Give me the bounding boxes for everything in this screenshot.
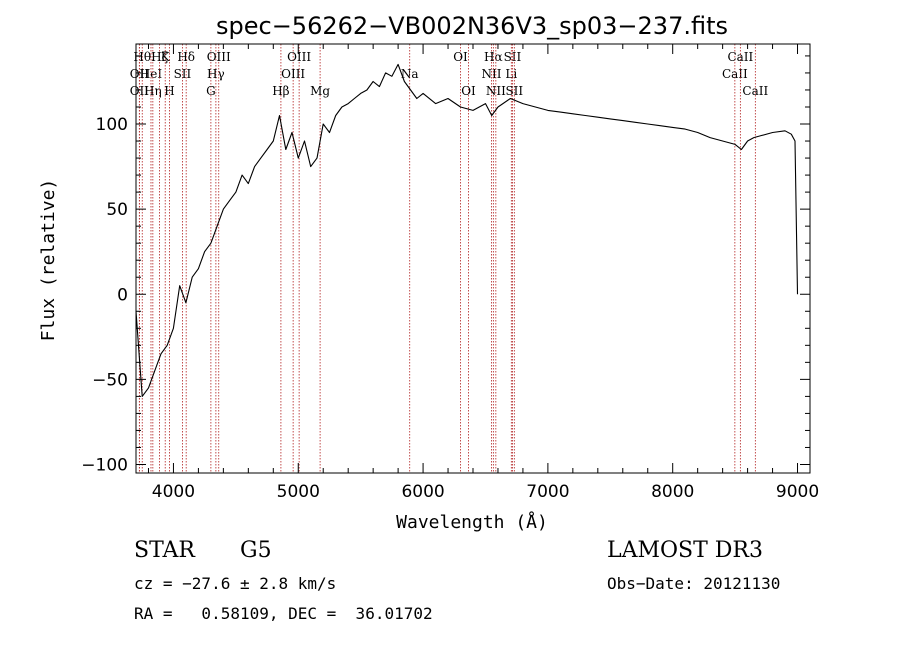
spectral-line-label: Hη <box>144 84 162 98</box>
axis-ticks: 4000 5000 6000 7000 8000 9000 −100 −50 0 50 100 <box>81 44 819 502</box>
spectral-line-label: Hβ <box>272 84 289 98</box>
spectral-line-label: H <box>164 84 174 98</box>
spectral-line-label: OIII <box>207 50 231 64</box>
x-tick-label: 9000 <box>776 482 819 502</box>
spectral-line-label: CaII <box>727 50 753 64</box>
spectral-line-label: OIII <box>287 50 311 64</box>
spectral-line-label: NII <box>481 67 501 81</box>
spectral-line-label: OI <box>461 84 476 98</box>
series-layer <box>135 63 799 397</box>
x-tick-label: 6000 <box>401 482 444 502</box>
x-tick-label: 7000 <box>526 482 569 502</box>
spectral-line-label: Hα <box>484 50 503 64</box>
spectral-line-label: SII <box>505 84 523 98</box>
spectral-line-label: G <box>206 84 216 98</box>
coordinates-line: RA = 0.58109, DEC = 36.01702 <box>134 604 433 623</box>
spectral-line-label: NII <box>486 84 506 98</box>
spectral-line-label: Hθ <box>133 50 151 64</box>
x-tick-label: 5000 <box>277 482 320 502</box>
spectral-line-label: CaII <box>722 67 748 81</box>
spectral-line-label: OIII <box>281 67 305 81</box>
plot-frame <box>135 43 811 474</box>
y-tick-label: 0 <box>117 285 128 305</box>
spectral-line-label: Li <box>505 67 517 81</box>
y-tick-label: 100 <box>96 115 128 135</box>
x-axis-label: Wavelength (Å) <box>396 511 548 533</box>
survey-name: LAMOST DR3 <box>607 538 763 563</box>
y-axis-label: Flux (relative) <box>38 179 59 342</box>
series-line-flux <box>135 63 799 397</box>
spectral-line-label: CaII <box>742 84 768 98</box>
y-tick-label: 50 <box>106 200 128 220</box>
spectral-line-label: Hζ <box>151 50 168 64</box>
spectral-line-label: HeI <box>140 67 163 81</box>
spectral-lines: HθOIIOIIHeIHηHζKHSIIHδGHγOIIIHβOIIIOIIIM… <box>130 44 768 473</box>
object-class: STAR <box>134 538 195 563</box>
spectral-line-label: Na <box>401 67 419 81</box>
spectral-line-label: SII <box>504 50 522 64</box>
spectral-line-label: Mg <box>310 84 330 98</box>
spectral-line-label: K <box>161 50 171 64</box>
y-tick-label: −100 <box>81 455 128 475</box>
spectral-line-label: Hδ <box>177 50 195 64</box>
spectral-line-label: SII <box>174 67 192 81</box>
chart-title: spec−56262−VB002N36V3_sp03−237.fits <box>216 12 728 40</box>
spectral-line-label: OII <box>130 84 150 98</box>
obs-date-line: Obs−Date: 20121130 <box>607 574 781 593</box>
x-tick-label: 8000 <box>651 482 694 502</box>
redshift-line: cz = −27.6 ± 2.8 km/s <box>134 574 337 593</box>
spectral-line-label: OI <box>453 50 468 64</box>
x-tick-label: 4000 <box>152 482 195 502</box>
object-subclass: G5 <box>240 538 272 563</box>
y-tick-label: −50 <box>92 370 128 390</box>
spectral-line-label: Hγ <box>207 67 225 81</box>
